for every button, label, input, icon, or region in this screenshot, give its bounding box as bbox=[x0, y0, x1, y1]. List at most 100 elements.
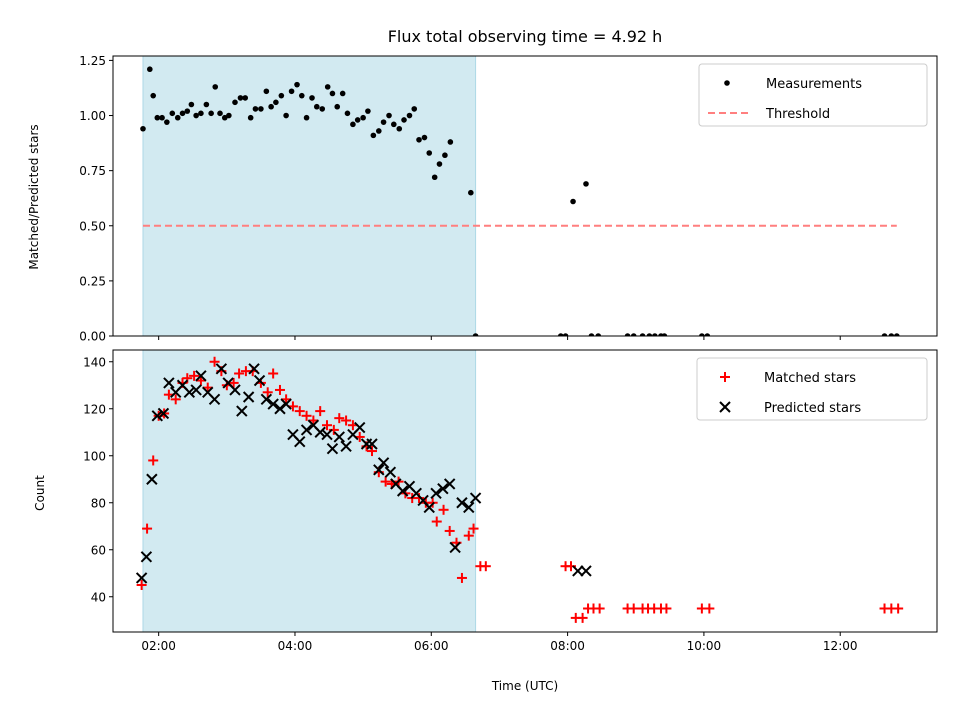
matched-star-point bbox=[209, 356, 220, 367]
matched-star-point bbox=[334, 413, 345, 424]
matched-star-point bbox=[431, 516, 442, 527]
predicted-star-point bbox=[377, 457, 390, 469]
bottom-shaded-span bbox=[142, 349, 477, 633]
matched-star-point bbox=[268, 368, 279, 379]
predicted-star-point bbox=[463, 501, 475, 514]
predicted-star-point bbox=[572, 565, 584, 577]
measurement-point bbox=[557, 333, 564, 336]
matched-star-point bbox=[893, 603, 904, 614]
legend-predicted-swatch bbox=[719, 401, 731, 413]
bottom-y-tick-label: 80 bbox=[91, 496, 106, 510]
measurement-point bbox=[242, 95, 249, 101]
top-y-tick-label: 0.50 bbox=[79, 219, 106, 233]
predicted-star-point bbox=[274, 403, 286, 415]
predicted-star-point bbox=[326, 442, 339, 455]
measurement-point bbox=[431, 174, 438, 181]
predicted-star-point bbox=[242, 391, 255, 403]
measurement-point bbox=[442, 152, 448, 159]
measurement-point bbox=[313, 103, 320, 110]
predicted-star-point bbox=[443, 478, 456, 490]
measurement-point bbox=[217, 110, 223, 117]
measurement-point bbox=[303, 114, 310, 121]
predicted-star-point bbox=[396, 485, 409, 497]
predicted-star-point bbox=[248, 363, 260, 375]
predicted-star-point bbox=[215, 363, 228, 375]
predicted-star-point bbox=[449, 541, 461, 554]
bottom-y-tick-label: 100 bbox=[83, 449, 106, 463]
matched-star-point bbox=[234, 368, 245, 379]
measurement-point bbox=[472, 333, 479, 336]
top-axes-frame bbox=[112, 55, 938, 337]
predicted-star-point bbox=[366, 438, 378, 450]
measurement-point bbox=[221, 114, 228, 121]
predicted-star-point bbox=[195, 370, 207, 382]
predicted-star-point bbox=[163, 377, 175, 389]
top-y-tick-label: 1.25 bbox=[79, 54, 106, 68]
matched-star-point bbox=[294, 406, 305, 417]
bottom-axes-frame bbox=[112, 349, 938, 633]
matched-star-point bbox=[704, 603, 715, 614]
measurement-point bbox=[159, 114, 165, 121]
measurement-point bbox=[329, 90, 336, 97]
measurement-point bbox=[639, 333, 646, 336]
measurement-point bbox=[179, 110, 186, 117]
matched-star-point bbox=[456, 572, 467, 583]
measurement-point bbox=[309, 95, 315, 101]
predicted-star-point bbox=[580, 565, 592, 577]
measurement-point bbox=[354, 117, 361, 123]
bottom-panel: 40 60 80 100 120 140 02:00 04:00 06:00 08:00 10:00… bbox=[83, 349, 938, 653]
measurement-point bbox=[401, 117, 407, 123]
measurement-point bbox=[288, 88, 295, 95]
matched-star-point bbox=[315, 406, 326, 417]
measurement-point bbox=[421, 134, 428, 141]
measurement-point bbox=[298, 92, 305, 99]
measurement-point bbox=[188, 101, 195, 108]
legend-matched-swatch bbox=[720, 372, 730, 382]
predicted-star-point bbox=[208, 393, 221, 406]
predicted-star-point bbox=[294, 435, 306, 448]
measurement-point bbox=[237, 95, 244, 101]
measurement-point bbox=[247, 114, 254, 121]
x-tick-label: 02:00 bbox=[141, 639, 176, 653]
measurement-point bbox=[147, 66, 153, 73]
predicted-star-point bbox=[354, 421, 366, 434]
measurement-point bbox=[203, 101, 210, 108]
measurement-point bbox=[283, 112, 289, 119]
legend-label: Measurements bbox=[766, 77, 862, 92]
measurement-point bbox=[360, 114, 366, 121]
legend-label: Predicted stars bbox=[764, 401, 861, 416]
measurement-point bbox=[630, 333, 637, 336]
predicted-star-point bbox=[146, 473, 158, 485]
measurement-point bbox=[212, 84, 219, 90]
measurement-point bbox=[278, 92, 285, 99]
measurement-point bbox=[704, 333, 711, 336]
predicted-star-point bbox=[253, 374, 266, 387]
top-y-tick-label: 0.25 bbox=[79, 274, 106, 288]
matched-star-point bbox=[438, 504, 449, 515]
top-panel: 0.00 0.25 0.50 0.75 1.00 1.25 Measurements Thre… bbox=[79, 54, 938, 344]
measurement-point bbox=[252, 106, 259, 112]
predicted-star-point bbox=[140, 551, 153, 563]
measurement-point bbox=[699, 333, 705, 336]
measurement-point bbox=[339, 90, 346, 97]
measurement-point bbox=[232, 99, 238, 106]
measurement-point bbox=[258, 106, 264, 112]
predicted-star-point bbox=[190, 384, 202, 396]
measurement-point bbox=[319, 106, 326, 112]
measurement-point bbox=[888, 333, 895, 336]
matched-star-point bbox=[148, 455, 159, 466]
measurement-point bbox=[350, 121, 356, 128]
predicted-star-point bbox=[280, 398, 292, 410]
predicted-star-point bbox=[340, 440, 352, 453]
matched-star-point bbox=[366, 446, 377, 457]
measurement-point bbox=[562, 333, 569, 336]
matched-star-point bbox=[301, 410, 312, 421]
predicted-star-point bbox=[456, 497, 468, 509]
measurement-point bbox=[344, 110, 351, 117]
measurement-point bbox=[588, 333, 595, 336]
top-plot-area bbox=[140, 66, 900, 336]
measurement-point bbox=[380, 119, 387, 125]
matched-star-point bbox=[341, 415, 352, 426]
predicted-star-point bbox=[236, 405, 248, 417]
